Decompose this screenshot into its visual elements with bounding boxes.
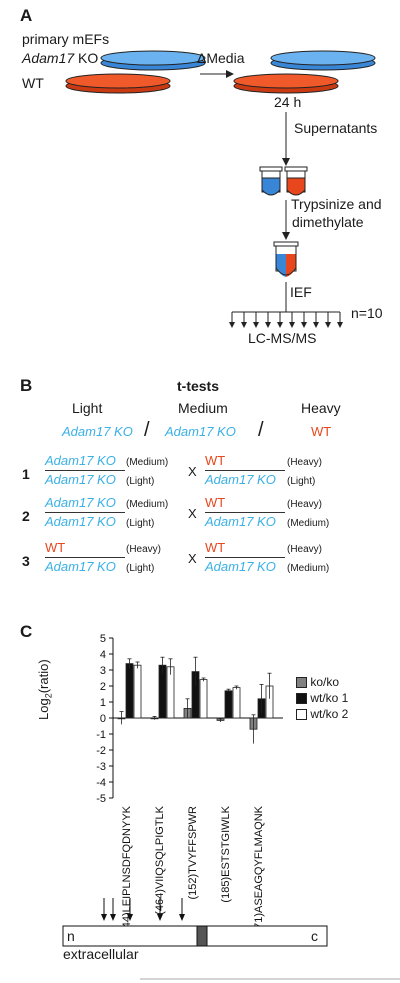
row-3-right-num-tag: (Heavy) bbox=[287, 544, 323, 555]
protein-bar bbox=[62, 925, 328, 947]
legend-item-ko-ko: ko/ko bbox=[296, 674, 348, 690]
row-2-x: X bbox=[188, 506, 197, 521]
row-3-right-fraction-line bbox=[205, 557, 285, 558]
c-terminus-label: c bbox=[311, 928, 318, 944]
row-2-number: 2 bbox=[22, 508, 30, 524]
category-label: (371)ASEAGQYFLMAQNK bbox=[253, 805, 265, 938]
row-1-right-num: WT bbox=[205, 453, 226, 468]
tube-mixed bbox=[273, 241, 299, 277]
row-3-number: 3 bbox=[22, 553, 30, 569]
time-label: 24 h bbox=[274, 94, 302, 110]
row-2-left-num-tag: (Medium) bbox=[126, 499, 169, 510]
row-2-left-num: Adam17 KO bbox=[45, 495, 116, 510]
header-ko-light: Adam17 KO bbox=[62, 424, 133, 439]
cleavage-arrows bbox=[101, 898, 185, 921]
row-3-right-den: Adam17 KO bbox=[205, 559, 276, 574]
legend-item-wt-ko-1: wt/ko 1 bbox=[296, 690, 348, 706]
category-label: (152)TVYFFSPWR bbox=[187, 806, 199, 900]
row-1-x: X bbox=[188, 464, 197, 479]
y-tick-label: 4 bbox=[100, 649, 106, 661]
trypsinize-label-1: Trypsinize and bbox=[291, 196, 382, 212]
y-tick-label: -3 bbox=[96, 761, 106, 773]
row-1-left-fraction-line bbox=[45, 470, 125, 471]
category-label: (464)VIIQSQLPIGTLK bbox=[154, 805, 166, 914]
header-slash-1: / bbox=[144, 419, 150, 441]
n-terminus-label: n bbox=[67, 928, 75, 944]
wt-dish-label: WT bbox=[22, 75, 44, 91]
row-1-right-num-tag: (Heavy) bbox=[287, 457, 323, 468]
transmembrane-domain bbox=[196, 925, 208, 947]
y-tick-label: 0 bbox=[100, 713, 106, 725]
delta-media-label: ΔMedia bbox=[197, 50, 245, 66]
row-2-left-den: Adam17 KO bbox=[45, 514, 116, 529]
panel-a-diagram bbox=[65, 50, 376, 328]
row-1-right-fraction-line bbox=[205, 470, 285, 471]
panel-a-letter: A bbox=[20, 6, 33, 25]
tube-ko bbox=[259, 166, 283, 196]
row-1-left-den: Adam17 KO bbox=[45, 472, 116, 487]
ief-label: IEF bbox=[290, 284, 312, 300]
row-2-left-den-tag: (Light) bbox=[126, 518, 155, 529]
t-tests-title: t-tests bbox=[177, 378, 220, 394]
extracellular-label: extracellular bbox=[63, 946, 139, 962]
header-medium: Medium bbox=[178, 400, 228, 416]
header-slash-2: / bbox=[258, 419, 264, 441]
row-3-left-num: WT bbox=[45, 540, 66, 555]
header-light: Light bbox=[72, 400, 103, 416]
y-tick-label: 2 bbox=[100, 681, 106, 693]
supernatants-label: Supernatants bbox=[294, 120, 378, 136]
ko-dish-right bbox=[270, 50, 376, 71]
ko-dish-label: Adam17 KO bbox=[22, 50, 99, 66]
category-label: (185)ESTSTGIWLK bbox=[220, 805, 232, 902]
row-1-left-num-tag: (Medium) bbox=[126, 457, 169, 468]
row-1-number: 1 bbox=[22, 466, 30, 482]
row-3-left-den: Adam17 KO bbox=[45, 559, 116, 574]
header-heavy: Heavy bbox=[301, 400, 341, 416]
row-1-left-num: Adam17 KO bbox=[45, 453, 116, 468]
row-1-right-den: Adam17 KO bbox=[205, 472, 276, 487]
row-2-right-num-tag: (Heavy) bbox=[287, 499, 323, 510]
header-wt-heavy: WT bbox=[311, 424, 332, 439]
row-2-right-den: Adam17 KO bbox=[205, 514, 276, 529]
row-3-right-num: WT bbox=[205, 540, 226, 555]
panel-c-letter: C bbox=[20, 622, 33, 641]
fanout-arrows bbox=[229, 312, 343, 328]
legend: ko/ko wt/ko 1 wt/ko 2 bbox=[296, 674, 348, 722]
y-tick-label: 5 bbox=[100, 633, 106, 645]
ko-dish-left bbox=[100, 50, 206, 71]
row-2-left-fraction-line bbox=[45, 512, 125, 513]
wt-dish-left bbox=[65, 73, 171, 94]
y-tick-label: -2 bbox=[96, 745, 106, 757]
header-ko-medium: Adam17 KO bbox=[165, 424, 236, 439]
row-2-right-den-tag: (Medium) bbox=[287, 518, 330, 529]
panel-b-letter: B bbox=[20, 376, 33, 395]
y-tick-label: -5 bbox=[96, 793, 106, 805]
row-3-left-fraction-line bbox=[45, 557, 125, 558]
row-2-right-num: WT bbox=[205, 495, 226, 510]
y-tick-label: -1 bbox=[96, 729, 106, 741]
tube-wt bbox=[284, 166, 308, 196]
row-3-right-den-tag: (Medium) bbox=[287, 563, 330, 574]
legend-item-wt-ko-2: wt/ko 2 bbox=[296, 706, 348, 722]
primary-mefs-label: primary mEFs bbox=[22, 31, 110, 47]
lcms-label: LC-MS/MS bbox=[248, 330, 317, 346]
row-2-right-fraction-line bbox=[205, 512, 285, 513]
y-tick-label: 1 bbox=[100, 697, 106, 709]
y-tick-label: -4 bbox=[96, 777, 106, 789]
row-3-left-den-tag: (Light) bbox=[126, 563, 155, 574]
n-count-label: n=10 bbox=[351, 305, 383, 321]
row-1-right-den-tag: (Light) bbox=[287, 476, 316, 487]
row-3-left-num-tag: (Heavy) bbox=[126, 544, 162, 555]
y-tick-label: 3 bbox=[100, 665, 106, 677]
trypsinize-label-2: dimethylate bbox=[292, 214, 364, 230]
row-1-left-den-tag: (Light) bbox=[126, 476, 155, 487]
row-3-x: X bbox=[188, 551, 197, 566]
wt-dish-right bbox=[233, 73, 339, 94]
